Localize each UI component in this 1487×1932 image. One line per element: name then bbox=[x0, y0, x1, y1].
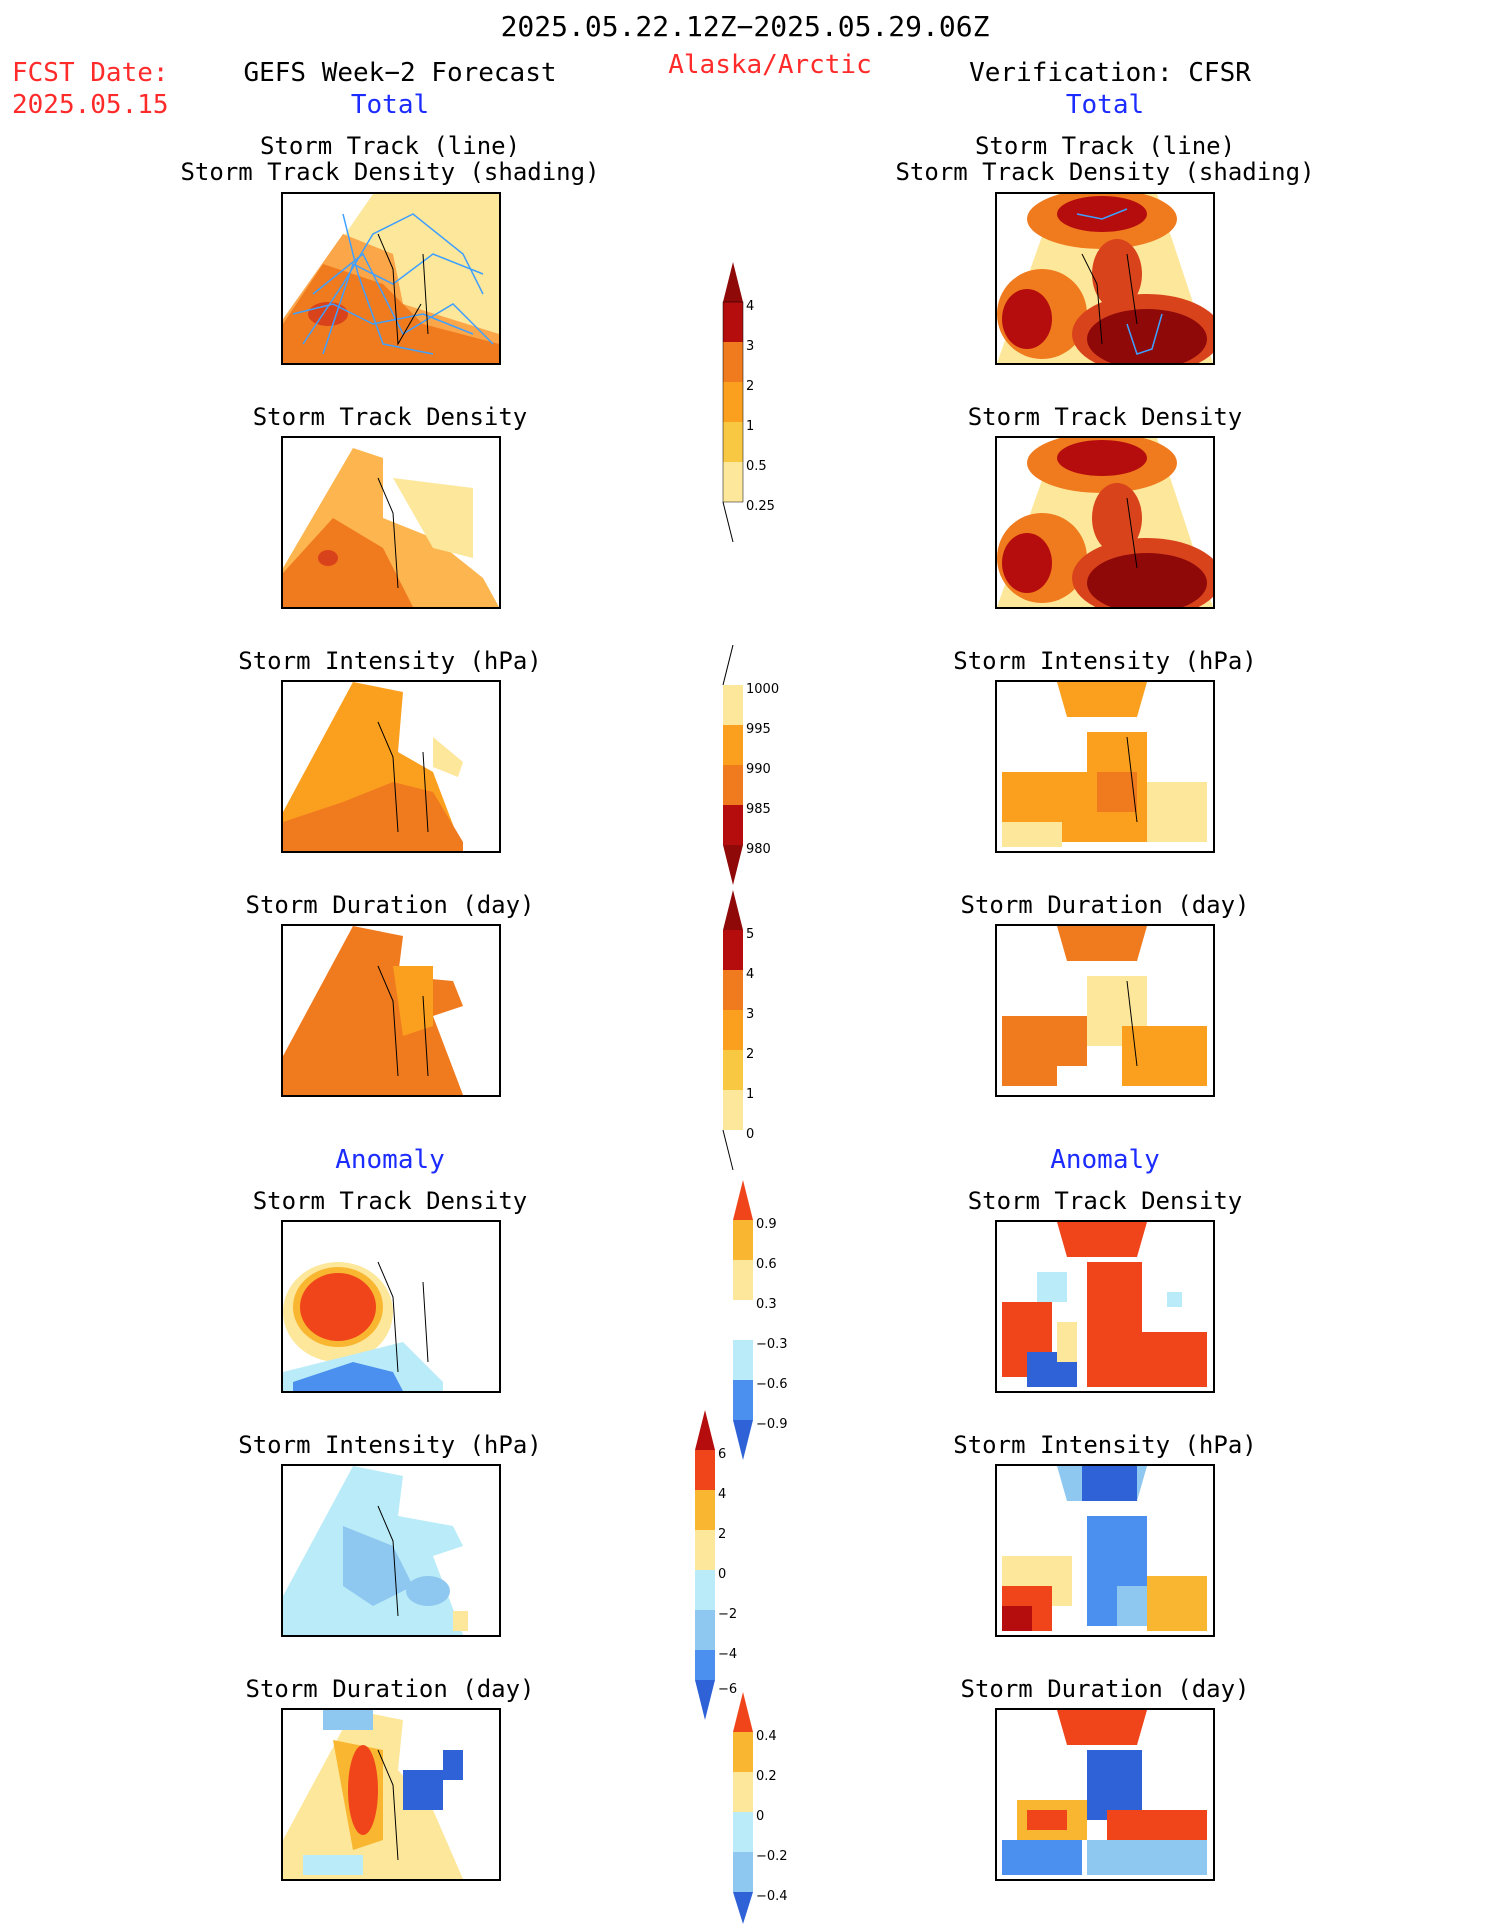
svg-text:−0.9: −0.9 bbox=[756, 1417, 788, 1432]
right-track-line-title: Storm Track (line) bbox=[974, 132, 1236, 160]
svg-text:−0.3: −0.3 bbox=[756, 1337, 788, 1352]
right-intensity-anom-title: Storm Intensity (hPa) bbox=[953, 1431, 1257, 1459]
region-title: Alaska/Arctic bbox=[668, 50, 872, 80]
right-track-density-title: Storm Track Density bbox=[967, 403, 1243, 431]
left-track-density-title: Storm Track Density bbox=[252, 403, 528, 431]
map-forecast-intensity-anomaly bbox=[281, 1464, 501, 1637]
left-track-density-anom-title: Storm Track Density bbox=[252, 1187, 528, 1215]
map-verification-track-density bbox=[995, 192, 1215, 365]
map-forecast-duration-anomaly bbox=[281, 1708, 501, 1881]
svg-text:6: 6 bbox=[718, 1447, 726, 1462]
forecast-title: GEFS Week−2 Forecast bbox=[243, 58, 557, 88]
left-track-line-title: Storm Track (line) bbox=[259, 132, 521, 160]
map-verification-duration bbox=[995, 924, 1215, 1097]
right-track-density-anom-title: Storm Track Density bbox=[967, 1187, 1243, 1215]
right-duration-anom-title: Storm Duration (day) bbox=[960, 1675, 1250, 1703]
svg-text:980: 980 bbox=[746, 842, 771, 857]
left-track-density-shading-title: Storm Track Density (shading) bbox=[180, 158, 600, 186]
svg-text:−4: −4 bbox=[718, 1647, 737, 1662]
svg-text:1000: 1000 bbox=[746, 682, 779, 697]
left-intensity-title: Storm Intensity (hPa) bbox=[238, 647, 542, 675]
colorbar-duration: 5 4 3 2 1 0 bbox=[722, 890, 754, 1170]
map-forecast-track-density bbox=[281, 192, 501, 365]
svg-text:1: 1 bbox=[746, 1087, 754, 1102]
colorbar-intensity: 1000 995 990 985 980 bbox=[722, 645, 779, 885]
svg-text:−2: −2 bbox=[718, 1607, 737, 1622]
svg-text:3: 3 bbox=[746, 1007, 754, 1022]
map-verification-duration-anomaly bbox=[995, 1708, 1215, 1881]
map-verification-density-anomaly bbox=[995, 1220, 1215, 1393]
svg-text:3: 3 bbox=[746, 339, 754, 354]
svg-text:0.6: 0.6 bbox=[756, 1257, 777, 1272]
colorbar-density: 4 3 2 1 0.5 0.25 bbox=[722, 262, 775, 543]
map-forecast-density bbox=[281, 436, 501, 609]
svg-text:4: 4 bbox=[746, 967, 754, 982]
svg-text:4: 4 bbox=[718, 1487, 726, 1502]
svg-text:0.2: 0.2 bbox=[756, 1769, 777, 1784]
svg-text:0: 0 bbox=[718, 1567, 726, 1582]
colorbar-duration-anomaly: 0.4 0.2 0 −0.2 −0.4 bbox=[733, 1692, 788, 1924]
svg-text:0.5: 0.5 bbox=[746, 459, 767, 474]
right-intensity-title: Storm Intensity (hPa) bbox=[953, 647, 1257, 675]
svg-text:0.9: 0.9 bbox=[756, 1217, 777, 1232]
map-forecast-intensity bbox=[281, 680, 501, 853]
right-track-density-shading-title: Storm Track Density (shading) bbox=[895, 158, 1315, 186]
left-anomaly-label: Anomaly bbox=[335, 1145, 445, 1175]
svg-text:0: 0 bbox=[756, 1809, 764, 1824]
svg-text:−0.2: −0.2 bbox=[756, 1849, 788, 1864]
right-anomaly-label: Anomaly bbox=[1050, 1145, 1160, 1175]
fcst-date-value: 2025.05.15 bbox=[12, 90, 169, 120]
svg-text:5: 5 bbox=[746, 927, 754, 942]
left-duration-title: Storm Duration (day) bbox=[245, 891, 535, 919]
map-forecast-density-anomaly bbox=[281, 1220, 501, 1393]
svg-text:−0.6: −0.6 bbox=[756, 1377, 788, 1392]
fcst-date-label: FCST Date: bbox=[12, 58, 169, 88]
svg-text:995: 995 bbox=[746, 722, 771, 737]
svg-text:−6: −6 bbox=[718, 1682, 737, 1697]
verification-title: Verification: CFSR bbox=[969, 58, 1251, 88]
colorbar-intensity-anomaly: 6 4 2 0 −2 −4 −6 bbox=[695, 1410, 737, 1720]
svg-text:2: 2 bbox=[718, 1527, 726, 1542]
svg-text:2: 2 bbox=[746, 379, 754, 394]
svg-text:1: 1 bbox=[746, 419, 754, 434]
left-total-label: Total bbox=[350, 90, 430, 120]
svg-text:990: 990 bbox=[746, 762, 771, 777]
date-range-title: 2025.05.22.12Z−2025.05.29.06Z bbox=[500, 10, 990, 43]
svg-text:985: 985 bbox=[746, 802, 771, 817]
svg-text:0.25: 0.25 bbox=[746, 499, 775, 514]
svg-text:−0.4: −0.4 bbox=[756, 1889, 788, 1904]
colorbar-density-anomaly: 0.9 0.6 0.3 −0.3 −0.6 −0.9 bbox=[733, 1180, 788, 1460]
svg-text:0.4: 0.4 bbox=[756, 1729, 777, 1744]
svg-text:0.3: 0.3 bbox=[756, 1297, 777, 1312]
map-forecast-duration bbox=[281, 924, 501, 1097]
map-verification-intensity-anomaly bbox=[995, 1464, 1215, 1637]
left-duration-anom-title: Storm Duration (day) bbox=[245, 1675, 535, 1703]
svg-text:0: 0 bbox=[746, 1127, 754, 1142]
svg-text:4: 4 bbox=[746, 299, 754, 314]
map-verification-density bbox=[995, 436, 1215, 609]
right-total-label: Total bbox=[1065, 90, 1145, 120]
svg-text:2: 2 bbox=[746, 1047, 754, 1062]
right-duration-title: Storm Duration (day) bbox=[960, 891, 1250, 919]
left-intensity-anom-title: Storm Intensity (hPa) bbox=[238, 1431, 542, 1459]
map-verification-intensity bbox=[995, 680, 1215, 853]
